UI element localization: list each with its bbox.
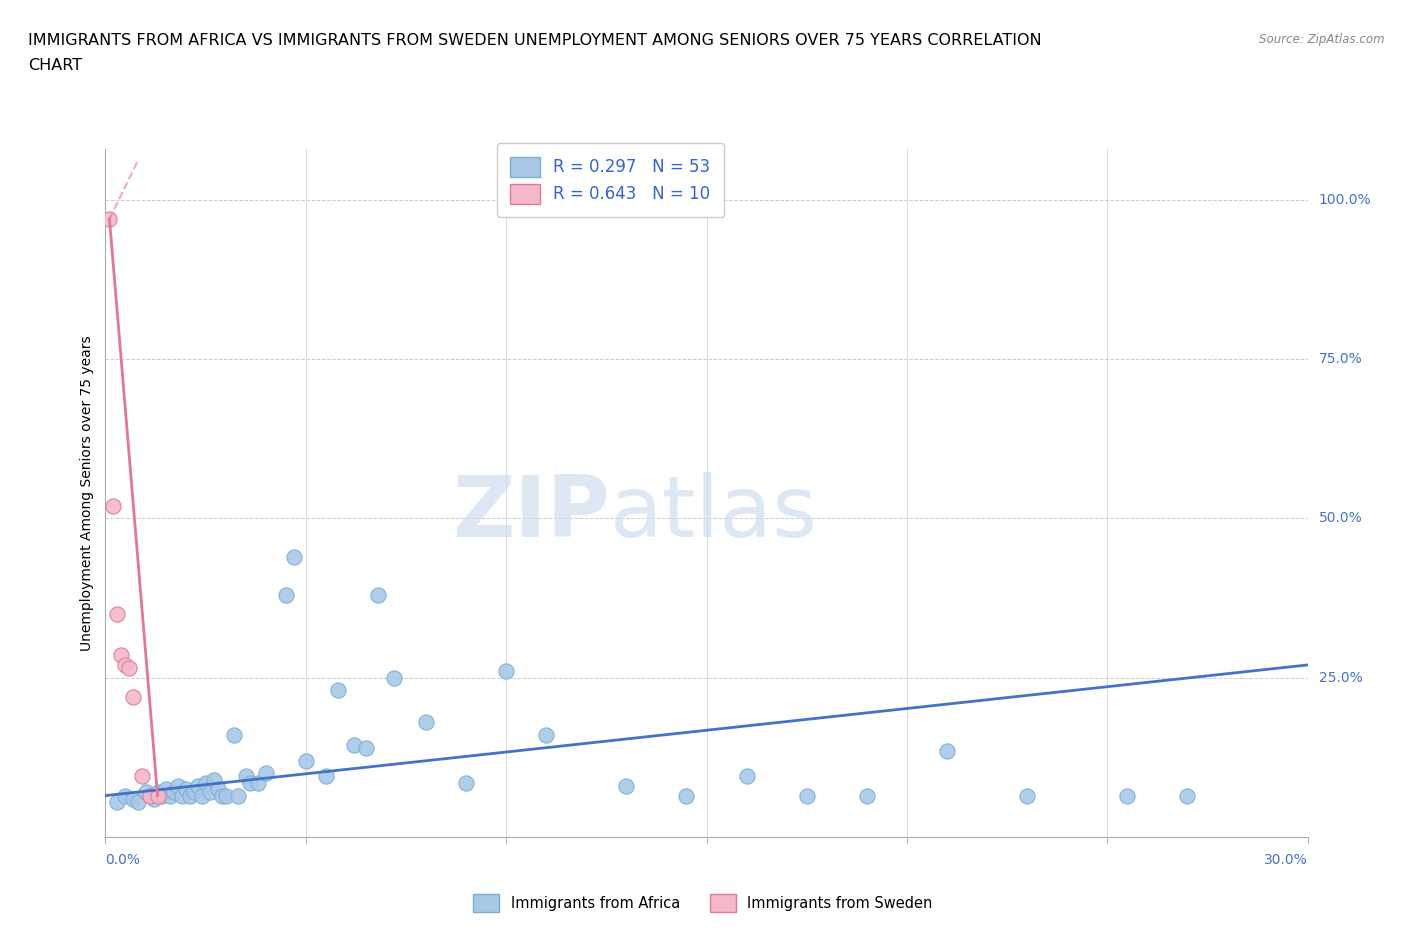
Point: [343, 737, 366, 752]
Point: [354, 740, 377, 755]
Point: [936, 744, 959, 759]
Point: [150, 788, 173, 803]
Point: [214, 788, 236, 803]
Point: [202, 772, 225, 787]
Point: [246, 776, 269, 790]
Text: atlas: atlas: [610, 472, 818, 555]
Text: 50.0%: 50.0%: [1319, 512, 1362, 525]
Point: [239, 776, 262, 790]
Point: [796, 788, 818, 803]
Point: [122, 689, 145, 704]
Point: [382, 671, 405, 685]
Legend: R = 0.297   N = 53, R = 0.643   N = 10: R = 0.297 N = 53, R = 0.643 N = 10: [496, 143, 724, 218]
Point: [1015, 788, 1038, 803]
Text: CHART: CHART: [28, 58, 82, 73]
Point: [155, 782, 177, 797]
Point: [1116, 788, 1139, 803]
Point: [166, 778, 188, 793]
Point: [142, 791, 165, 806]
Point: [114, 788, 136, 803]
Point: [179, 788, 201, 803]
Point: [98, 211, 121, 226]
Point: [534, 727, 557, 742]
Text: 25.0%: 25.0%: [1319, 671, 1362, 684]
Point: [735, 769, 758, 784]
Point: [295, 753, 318, 768]
Point: [495, 664, 517, 679]
Text: 0.0%: 0.0%: [105, 853, 141, 868]
Point: [131, 769, 153, 784]
Point: [138, 788, 160, 803]
Point: [254, 765, 277, 780]
Point: [127, 794, 149, 809]
Point: [326, 683, 349, 698]
Point: [114, 658, 136, 672]
Point: [211, 788, 233, 803]
Point: [675, 788, 697, 803]
Point: [283, 550, 305, 565]
Point: [122, 791, 145, 806]
Point: [146, 785, 169, 800]
Point: [146, 788, 169, 803]
Point: [207, 782, 229, 797]
Point: [190, 788, 212, 803]
Point: [315, 769, 337, 784]
Text: IMMIGRANTS FROM AFRICA VS IMMIGRANTS FROM SWEDEN UNEMPLOYMENT AMONG SENIORS OVER: IMMIGRANTS FROM AFRICA VS IMMIGRANTS FRO…: [28, 33, 1042, 47]
Point: [415, 715, 437, 730]
Point: [367, 588, 389, 603]
Point: [198, 785, 221, 800]
Point: [159, 788, 181, 803]
Point: [454, 776, 477, 790]
Point: [194, 776, 217, 790]
Point: [107, 606, 129, 621]
Point: [274, 588, 297, 603]
Point: [107, 794, 129, 809]
Legend: Immigrants from Africa, Immigrants from Sweden: Immigrants from Africa, Immigrants from …: [467, 888, 939, 918]
Point: [118, 660, 141, 675]
Point: [138, 788, 160, 803]
Point: [135, 785, 157, 800]
Point: [855, 788, 877, 803]
Y-axis label: Unemployment Among Seniors over 75 years: Unemployment Among Seniors over 75 years: [80, 335, 94, 651]
Point: [174, 782, 197, 797]
Point: [235, 769, 257, 784]
Point: [103, 498, 125, 513]
Text: ZIP: ZIP: [453, 472, 610, 555]
Point: [222, 727, 245, 742]
Point: [1175, 788, 1198, 803]
Point: [226, 788, 249, 803]
Point: [170, 788, 193, 803]
Text: 75.0%: 75.0%: [1319, 352, 1362, 366]
Point: [183, 785, 205, 800]
Point: [110, 648, 132, 663]
Text: Source: ZipAtlas.com: Source: ZipAtlas.com: [1260, 33, 1385, 46]
Point: [162, 785, 184, 800]
Text: 30.0%: 30.0%: [1264, 853, 1308, 868]
Point: [187, 778, 209, 793]
Point: [616, 778, 638, 793]
Text: 100.0%: 100.0%: [1319, 193, 1371, 206]
